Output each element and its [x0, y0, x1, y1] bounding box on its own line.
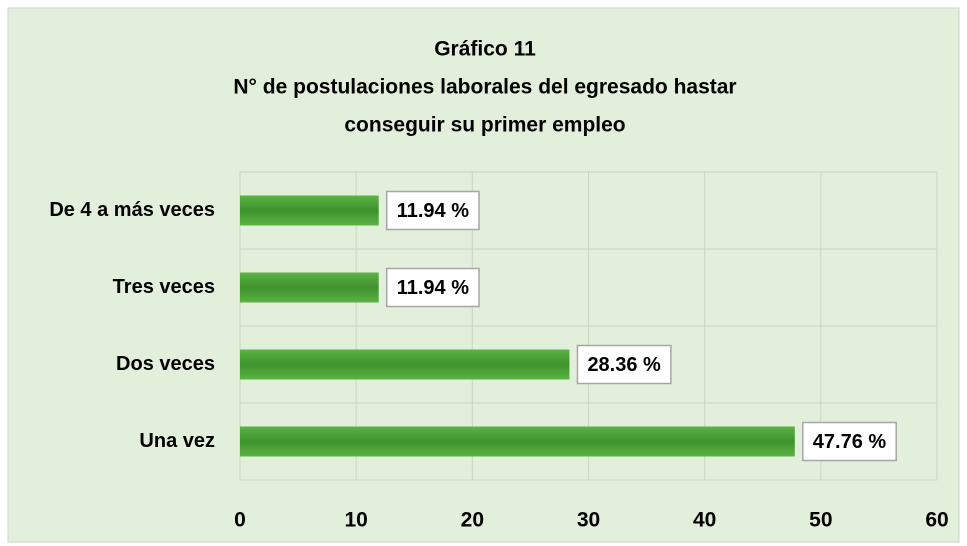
value-label: 47.76 % — [813, 431, 887, 453]
chart-title: conseguir su primer empleo — [344, 114, 625, 137]
y-tick-label: Tres veces — [113, 276, 215, 298]
value-label-box — [385, 190, 480, 231]
bar — [240, 195, 379, 226]
x-tick-label: 0 — [234, 509, 246, 532]
bar — [240, 272, 379, 303]
value-label-box — [802, 421, 897, 462]
x-tick-label: 60 — [925, 509, 948, 532]
x-tick-label: 30 — [577, 509, 600, 532]
chart-title: N° de postulaciones laborales del egresa… — [233, 76, 736, 99]
value-label: 28.36 % — [587, 354, 661, 376]
x-tick-label: 40 — [693, 509, 716, 532]
y-tick-label: Dos veces — [116, 353, 215, 375]
bar — [240, 349, 570, 380]
value-label-box — [385, 267, 480, 308]
chart-title: Gráfico 11 — [434, 38, 536, 61]
bar — [240, 426, 795, 457]
value-label-box — [576, 344, 672, 385]
value-label: 11.94 % — [397, 200, 470, 222]
x-tick-label: 20 — [461, 509, 484, 532]
value-label: 11.94 % — [397, 277, 470, 299]
x-tick-label: 50 — [809, 509, 832, 532]
y-tick-label: De 4 a más veces — [49, 199, 215, 221]
y-tick-label: Una vez — [139, 430, 215, 452]
x-tick-label: 10 — [344, 509, 367, 532]
